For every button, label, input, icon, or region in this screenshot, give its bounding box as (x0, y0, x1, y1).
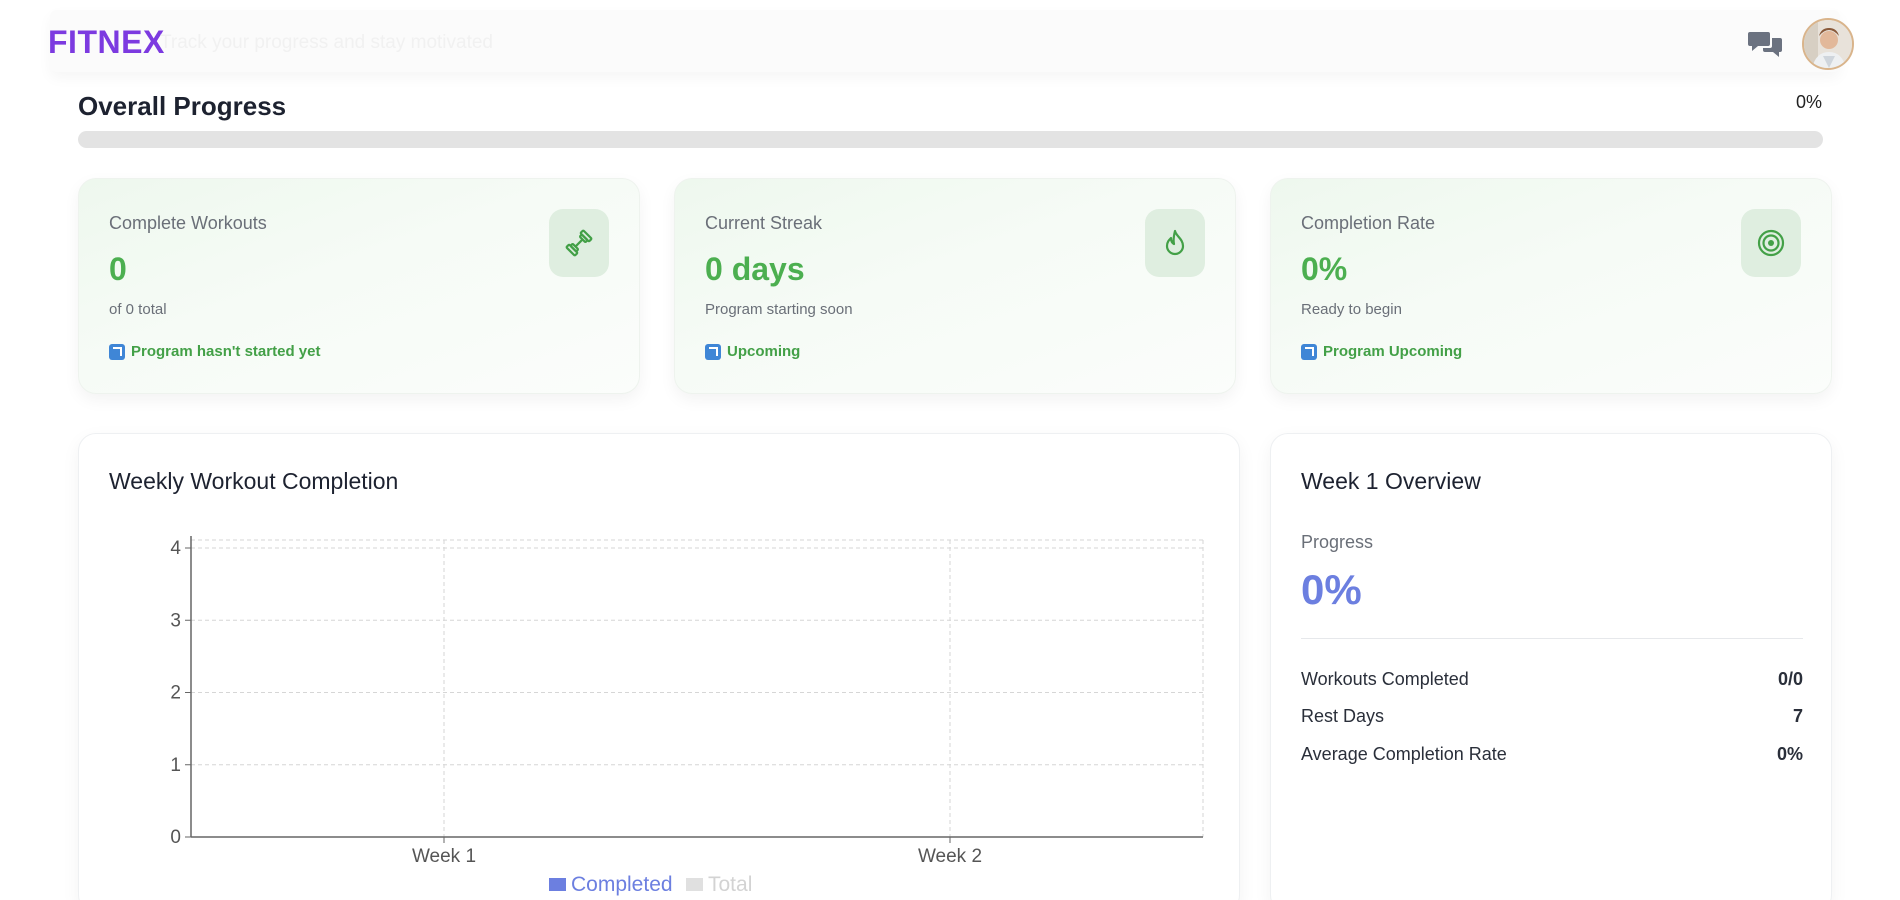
row-label: Average Completion Rate (1301, 744, 1507, 764)
stat-tag-text: Upcoming (727, 343, 801, 360)
stat-row-rest-days: Rest Days 7 (1301, 706, 1803, 727)
stat-value: 0 (109, 251, 127, 287)
week-progress-value: 0% (1301, 566, 1362, 613)
stat-subtext: Program starting soon (705, 301, 853, 318)
row-value: 0% (1776, 744, 1803, 764)
header-subtitle: Track your progress and stay motivated (160, 32, 493, 53)
stat-label: Current Streak (705, 213, 823, 233)
x-tick-label: Week 1 (412, 846, 476, 867)
stat-tag-text: Program hasn't started yet (131, 343, 321, 360)
stat-value: 0 days (705, 251, 805, 287)
trend-arrow-icon (705, 343, 721, 360)
stat-card-complete-workouts: Complete Workouts 0 of 0 total Program h… (78, 178, 640, 394)
weekly-chart-title: Weekly Workout Completion (109, 468, 399, 494)
row-value: 0/0 (1777, 669, 1803, 689)
stat-card-current-streak: Current Streak 0 days Program starting s… (674, 178, 1236, 394)
y-tick-label: 1 (170, 755, 181, 776)
overall-progress-bar (78, 131, 1823, 148)
stat-row-average-completion-rate: Average Completion Rate 0% (1301, 744, 1803, 765)
overall-progress-percent: 0% (1795, 92, 1822, 112)
divider (1301, 638, 1803, 639)
weekly-chart: 0 1 2 3 4 Week 1 Week 2 Completed Total (170, 536, 1204, 896)
legend-label: Completed (571, 873, 673, 896)
target-icon (1741, 209, 1801, 277)
week-overview-title: Week 1 Overview (1301, 468, 1481, 494)
legend-swatch (686, 878, 703, 891)
stat-tag: Program hasn't started yet (109, 343, 320, 360)
overall-progress-title: Overall Progress (78, 91, 287, 121)
y-tick-label: 3 (170, 610, 181, 631)
row-value: 7 (1792, 706, 1803, 726)
header-bar (50, 10, 1840, 72)
stat-label: Complete Workouts (109, 213, 267, 233)
top-header: FITNEX Track your progress and stay moti… (0, 0, 1900, 88)
stat-label: Completion Rate (1301, 213, 1436, 233)
stat-subtext: of 0 total (109, 301, 167, 318)
x-tick-label: Week 2 (918, 846, 982, 867)
stat-tag-text: Program Upcoming (1323, 343, 1463, 360)
trend-arrow-icon (109, 343, 125, 360)
y-tick-label: 0 (170, 827, 181, 848)
y-tick-label: 2 (170, 683, 181, 704)
chat-icon[interactable] (1748, 28, 1784, 60)
legend-label: Total (708, 873, 752, 896)
row-label: Workouts Completed (1301, 669, 1469, 689)
legend-swatch (549, 878, 566, 891)
flame-icon (1145, 209, 1205, 277)
week-overview-panel: Week 1 Overview Progress 0% Workouts Com… (1270, 433, 1832, 900)
row-label: Rest Days (1301, 706, 1385, 726)
stat-tag: Upcoming (705, 343, 800, 360)
app-logo[interactable]: FITNEX (48, 24, 165, 60)
stat-tag: Program Upcoming (1301, 343, 1462, 360)
weekly-chart-panel: Weekly Workout Completion 0 1 2 3 4 Week 1 Wee… (78, 433, 1240, 900)
dumbbell-icon (549, 209, 609, 277)
week-progress-label: Progress (1301, 532, 1374, 552)
stat-subtext: Ready to begin (1301, 301, 1402, 318)
user-avatar[interactable] (1802, 18, 1854, 70)
stat-card-completion-rate: Completion Rate 0% Ready to begin Progra… (1270, 178, 1832, 394)
stat-row-workouts-completed: Workouts Completed 0/0 (1301, 669, 1803, 690)
stat-value: 0% (1301, 251, 1348, 287)
trend-arrow-icon (1301, 343, 1317, 360)
y-tick-label: 4 (170, 538, 181, 559)
